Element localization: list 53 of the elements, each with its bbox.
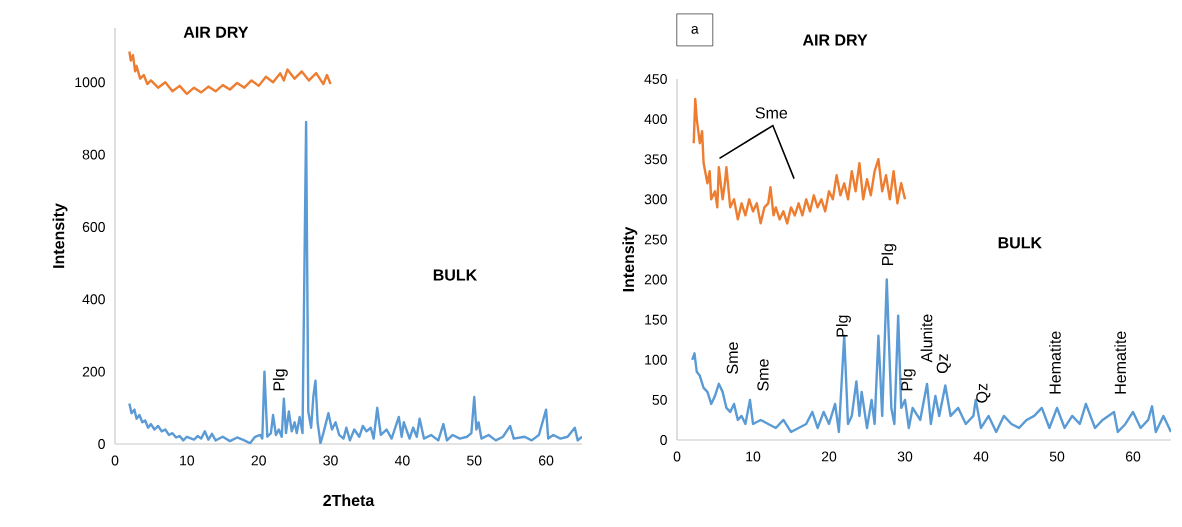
x-tick-label: 10 — [746, 451, 761, 462]
annotation: BULK — [433, 269, 478, 281]
y-tick-label: 350 — [644, 154, 667, 165]
annotation: Hematite — [1049, 331, 1061, 394]
annotation: Sme — [726, 342, 738, 374]
annotation: Plg — [836, 315, 851, 337]
x-tick-label: 50 — [1049, 451, 1065, 462]
x-tick-label: 40 — [394, 455, 410, 466]
y-tick-label: 400 — [82, 294, 105, 305]
line-series — [128, 50, 332, 96]
annotation: Alunite — [920, 314, 933, 363]
x-tick-label: 30 — [897, 451, 913, 462]
x-tick-label: 30 — [323, 455, 338, 466]
x-tick-label: 0 — [673, 451, 681, 462]
x-tick-label: 20 — [251, 455, 266, 466]
y-tick-label: 0 — [98, 439, 105, 449]
y-tick-label: 200 — [82, 366, 105, 377]
x-tick-label: 50 — [467, 455, 482, 466]
annotation: Plg — [272, 369, 288, 391]
annotation: Plg — [881, 244, 897, 265]
y-tick-label: 400 — [644, 114, 667, 125]
x-tick-label: 20 — [821, 451, 837, 462]
y-tick-label: 1000 — [75, 77, 105, 88]
line-series — [128, 120, 583, 444]
x-tick-label: 60 — [539, 455, 554, 466]
annotation: Qz — [936, 354, 951, 374]
text: a — [691, 26, 699, 34]
y-tick-label: 600 — [82, 221, 105, 232]
y-axis-title: Intensity — [622, 226, 638, 292]
y-tick-label: 250 — [644, 234, 667, 245]
x-tick-label: 60 — [1125, 451, 1141, 462]
line-series — [692, 97, 907, 225]
x-tick-label: 0 — [111, 455, 119, 466]
y-tick-label: 800 — [82, 149, 105, 160]
y-tick-label: 200 — [644, 274, 667, 285]
x-tick-label: 40 — [973, 451, 989, 462]
annotation: Sme — [755, 107, 788, 119]
annotation: Sme — [757, 359, 769, 391]
annotation: Plg — [900, 369, 916, 391]
annotation: AIR DRY — [183, 26, 249, 38]
annotation: Hematite — [1114, 331, 1127, 394]
y-tick-label: 100 — [645, 354, 667, 365]
annotation: Qz — [976, 383, 991, 403]
x-axis-title: 2Theta — [323, 494, 375, 507]
y-tick-label: 300 — [644, 194, 667, 205]
y-axis-title: Intensity — [52, 203, 68, 268]
y-tick-label: 450 — [644, 74, 667, 84]
text: AIR DRY — [802, 34, 868, 46]
y-tick-label: 0 — [660, 435, 667, 445]
annotation: BULK — [998, 237, 1042, 249]
y-tick-label: 50 — [652, 394, 667, 405]
y-tick-label: 150 — [645, 314, 667, 325]
x-tick-label: 10 — [180, 455, 195, 466]
